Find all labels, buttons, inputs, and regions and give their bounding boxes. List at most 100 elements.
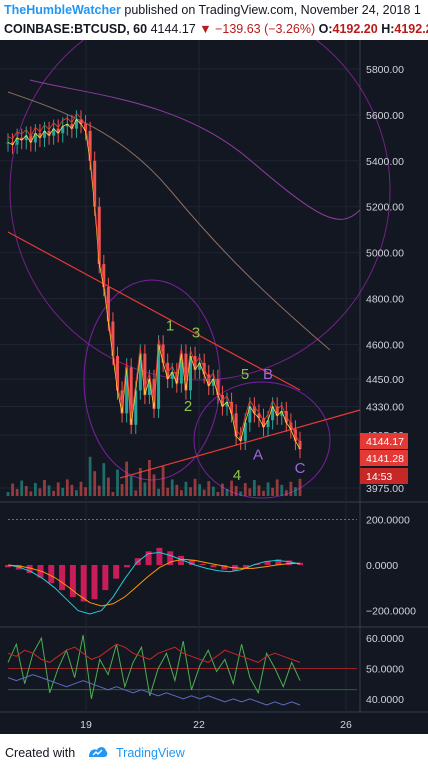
high-label: H:	[381, 22, 395, 36]
volume-bar	[29, 491, 33, 496]
volume-bar	[106, 477, 110, 496]
volume-bar	[102, 463, 106, 496]
macd-hist-bar	[113, 565, 120, 579]
candle-body	[198, 362, 202, 370]
rsi-tick-label: 60.0000	[366, 633, 404, 645]
candle-body	[266, 420, 270, 428]
volume-bar	[262, 490, 265, 496]
volume-bar	[207, 481, 211, 496]
candle-body	[134, 390, 138, 425]
price-tick-label: 5800.00	[366, 64, 404, 76]
rsi-series-line	[7, 674, 301, 706]
candle-body	[184, 353, 188, 391]
candle-body	[216, 378, 220, 395]
candle-body	[24, 135, 28, 141]
tradingview-logo-icon[interactable]	[87, 743, 109, 761]
volume-bar	[84, 487, 87, 496]
candle-body	[138, 353, 142, 391]
macd-hist-bar	[242, 565, 249, 569]
chart-area[interactable]: 1 2 3 4 5 A B C 5800.00 5600.00 5400.00 5200.00 500…	[0, 40, 428, 734]
volume-bar	[93, 471, 97, 496]
candle-body	[252, 406, 256, 414]
volume-bar	[216, 492, 220, 496]
volume-bar	[47, 485, 51, 496]
volume-bar	[11, 483, 14, 496]
candle-body	[33, 133, 37, 143]
volume-bar	[221, 483, 224, 496]
macd-hist-bar	[264, 561, 271, 565]
volume-bar	[79, 481, 83, 496]
price-tick-label: 5600.00	[366, 110, 404, 122]
macd-tick-label: −200.0000	[366, 606, 416, 618]
volume-bar	[257, 485, 261, 496]
rsi-tick-label: 40.0000	[366, 694, 404, 706]
volume-bar	[157, 488, 160, 496]
wave-label: 2	[184, 398, 192, 415]
wave-label: 5	[241, 366, 249, 383]
volume-bar	[184, 481, 188, 496]
volume-bar	[111, 492, 115, 496]
macd-line	[7, 551, 301, 615]
volume-bar	[116, 469, 119, 496]
rsi-series-line	[7, 643, 301, 663]
volume-bar	[225, 489, 229, 496]
candle-body	[97, 206, 101, 265]
open-value: 4192.20	[332, 22, 378, 36]
created-with-text: Created with	[5, 746, 76, 760]
macd-pane: 200.0000 0.0000 −200.0000	[5, 514, 416, 618]
candle-body	[52, 128, 56, 136]
price-tag-label: 4144.17	[366, 436, 404, 448]
volume-bar	[24, 486, 28, 496]
volume-bar	[75, 490, 78, 496]
volume-bar	[43, 480, 46, 496]
macd-signal-line	[7, 558, 301, 607]
candle-body	[47, 130, 51, 136]
candle-body	[298, 440, 302, 450]
volume-bar	[189, 487, 192, 496]
candle-body	[152, 378, 156, 409]
price-tag	[360, 468, 408, 484]
macd-hist-bar	[59, 565, 66, 591]
candle-body	[248, 406, 252, 423]
volume-bar	[266, 482, 270, 496]
volume-bar	[211, 486, 215, 496]
price-tick-label: 4800.00	[366, 294, 404, 306]
candle-body	[257, 413, 261, 418]
volume-bar	[129, 476, 133, 496]
volume-bar	[33, 483, 37, 496]
macd-tick-label: 0.0000	[366, 560, 398, 572]
moving-average-long	[7, 91, 331, 351]
candle-body	[166, 362, 170, 379]
price-axis: 5800.00 5600.00 5400.00 5200.00 5000.00 4800.…	[360, 64, 408, 495]
volume-bar	[243, 483, 247, 496]
chart-svg[interactable]: 1 2 3 4 5 A B C 5800.00 5600.00 5400.00 5200.00 500…	[0, 40, 428, 734]
candle-body	[38, 133, 42, 138]
price-tick-label: 4450.00	[366, 374, 404, 386]
symbol-label: COINBASE:BTCUSD, 60	[4, 22, 148, 36]
macd-hist-bar	[69, 565, 76, 597]
candle-body	[102, 264, 106, 288]
abc-label: B	[263, 366, 273, 383]
volume-bar	[120, 484, 124, 496]
price-tag	[360, 433, 408, 449]
author-link[interactable]: TheHumbleWatcher	[4, 3, 121, 17]
volume-bar	[252, 480, 256, 496]
macd-hist-bar	[275, 559, 282, 565]
volume-bar	[70, 484, 74, 496]
volume-bar	[138, 468, 142, 496]
volume-bar	[166, 487, 170, 496]
footer: Created with TradingView	[0, 734, 428, 771]
rsi-series-line	[7, 634, 301, 700]
volume-bars	[6, 456, 302, 496]
candle-body	[20, 137, 24, 141]
volume-bar	[239, 491, 243, 496]
candle-body	[106, 287, 110, 322]
tradingview-brand[interactable]: TradingView	[116, 746, 185, 760]
volume-bar	[294, 487, 297, 496]
candle-body	[262, 417, 265, 428]
volume-bar	[193, 478, 197, 496]
macd-hist-bar	[167, 551, 174, 565]
publish-info: TheHumbleWatcher published on TradingVie…	[4, 3, 421, 17]
volume-bar	[179, 490, 183, 496]
candle-body	[70, 124, 74, 129]
